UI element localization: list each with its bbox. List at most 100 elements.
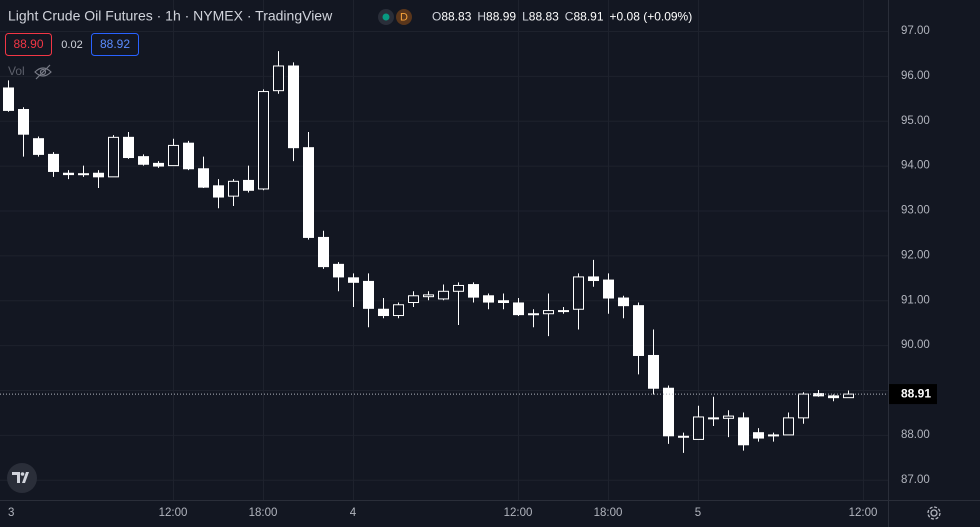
spread: 0.02 <box>61 39 82 51</box>
y-tick-label: 90.00 <box>901 339 930 351</box>
ohlc-key: H <box>477 10 486 24</box>
x-tick-label: 12:00 <box>504 507 533 519</box>
x-tick-label: 12:00 <box>849 507 878 519</box>
chart-title: Light Crude Oil Futures · 1h · NYMEX · T… <box>8 8 333 24</box>
candle-body-up <box>78 173 89 176</box>
ohlc-key: C <box>565 10 574 24</box>
candle-body-down <box>618 297 629 307</box>
candle-body-down <box>738 417 749 446</box>
candle-body-up <box>723 415 734 419</box>
y-tick-label: 97.00 <box>901 25 930 37</box>
candle-body-up <box>798 393 809 419</box>
ask-box[interactable] <box>91 33 139 56</box>
candle-body-down <box>378 308 389 317</box>
time-axis: 3 12:00 18:00 4 12:00 18:00 5 12:00 <box>8 507 877 519</box>
ohlc-value: 88.83 <box>441 10 471 24</box>
candle-body-down <box>318 236 329 268</box>
candle-body-down <box>138 156 149 165</box>
hide-volume-icon[interactable] <box>34 64 52 80</box>
candle-body-up <box>438 290 449 300</box>
candles <box>0 51 888 453</box>
y-tick-label: 96.00 <box>901 70 930 82</box>
change: +0.08 (+0.09%) <box>610 10 693 24</box>
x-tick-label: 18:00 <box>594 507 623 519</box>
candle-body-down <box>303 147 314 238</box>
candle-body-down <box>288 65 299 149</box>
y-tick-label: 91.00 <box>901 294 930 306</box>
x-tick-label: 12:00 <box>159 507 188 519</box>
candle-body-down <box>708 417 719 420</box>
candle-body-down <box>633 305 644 356</box>
volume-label: Vol <box>8 64 25 78</box>
bid-box[interactable] <box>5 33 52 56</box>
x-tick-label: 3 <box>8 507 14 519</box>
candle-body-down <box>63 172 74 176</box>
candle-body-down <box>243 179 254 191</box>
candle-body-up <box>693 416 704 440</box>
y-tick-label: 93.00 <box>901 205 930 217</box>
candle-body-down <box>663 387 674 437</box>
candle-body-down <box>513 302 524 316</box>
settings-icon[interactable] <box>927 506 941 520</box>
ohlc-value: 88.83 <box>529 10 559 24</box>
candle-body-down <box>183 142 194 170</box>
candle-body-down <box>33 138 44 155</box>
candle-body-down <box>813 393 824 397</box>
candle-body-down <box>3 87 14 111</box>
x-tick-label: 18:00 <box>249 507 278 519</box>
candle-body-down <box>468 284 479 298</box>
ohlc-legend: O88.83 H88.99 L88.83 C88.91 +0.08 (+0.09%) <box>432 10 692 24</box>
candle-body-up <box>228 180 239 197</box>
candle-body-down <box>153 162 164 167</box>
last-price-label: 88.91 <box>901 387 931 401</box>
candle-body-up <box>423 294 434 298</box>
candle-body-up <box>258 91 269 190</box>
last-price-box <box>889 384 937 405</box>
y-tick-label: 88.00 <box>901 429 930 441</box>
candle-body-up <box>573 276 584 310</box>
candle-body-up <box>768 434 779 437</box>
candle-body-up <box>453 284 464 292</box>
candle-body-up <box>408 295 419 304</box>
candle-body-down <box>753 432 764 439</box>
grid <box>0 0 888 500</box>
tradingview-logo[interactable] <box>7 463 37 493</box>
delay-badge-text: D <box>400 11 408 23</box>
candle-body-down <box>363 280 374 309</box>
candle-body-down <box>483 295 494 303</box>
price-axis: 87.0088.0089.0090.0091.0092.0093.0094.00… <box>889 25 937 486</box>
candle-body-down <box>678 435 689 438</box>
candle-body-up <box>843 393 854 399</box>
y-tick-label: 94.00 <box>901 160 930 172</box>
candle-body-down <box>333 263 344 278</box>
candle-body-down <box>93 172 104 178</box>
candle-body-down <box>498 300 509 304</box>
ask-price: 88.92 <box>100 37 130 51</box>
candle-body-down <box>18 109 29 135</box>
bid-price: 88.90 <box>13 37 43 51</box>
candle-body-down <box>648 354 659 389</box>
candle-body-up <box>543 310 554 315</box>
ohlc-key: L <box>522 10 529 24</box>
y-tick-label: 87.00 <box>901 474 930 486</box>
ohlc-value: 88.91 <box>573 10 603 24</box>
candle-body-down <box>123 136 134 159</box>
candle-body-down <box>603 279 614 299</box>
y-tick-label: 95.00 <box>901 115 930 127</box>
candle-body-down <box>213 185 224 198</box>
candle-body-down <box>48 153 59 172</box>
candle-body-down <box>588 276 599 282</box>
ohlc-value: 88.99 <box>486 10 516 24</box>
candle-body-down <box>198 168 209 188</box>
x-tick-label: 5 <box>695 507 701 519</box>
candle-body-down <box>828 395 839 399</box>
candle-body-up <box>393 304 404 317</box>
y-tick-label: 92.00 <box>901 249 930 261</box>
candle-body-down <box>348 277 359 283</box>
candle-body-up <box>783 417 794 436</box>
candle-body-down <box>528 313 539 316</box>
candle-body-up <box>108 136 119 178</box>
